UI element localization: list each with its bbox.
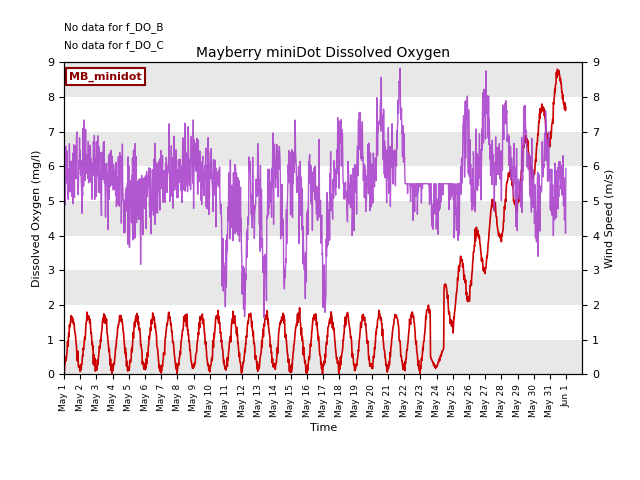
Y-axis label: Dissolved Oxygen (mg/l): Dissolved Oxygen (mg/l) (31, 150, 42, 287)
X-axis label: Time: Time (310, 423, 337, 432)
Text: No data for f_DO_B: No data for f_DO_B (64, 22, 163, 33)
Bar (64, 270, 582, 305)
Y-axis label: Wind Speed (m/s): Wind Speed (m/s) (605, 169, 615, 268)
Bar (64, 201, 582, 236)
Bar (64, 340, 582, 374)
Bar (64, 62, 582, 97)
Title: Mayberry miniDot Dissolved Oxygen: Mayberry miniDot Dissolved Oxygen (196, 46, 450, 60)
Bar (64, 132, 582, 167)
Text: MB_minidot: MB_minidot (69, 72, 142, 82)
Text: No data for f_DO_C: No data for f_DO_C (64, 40, 164, 51)
